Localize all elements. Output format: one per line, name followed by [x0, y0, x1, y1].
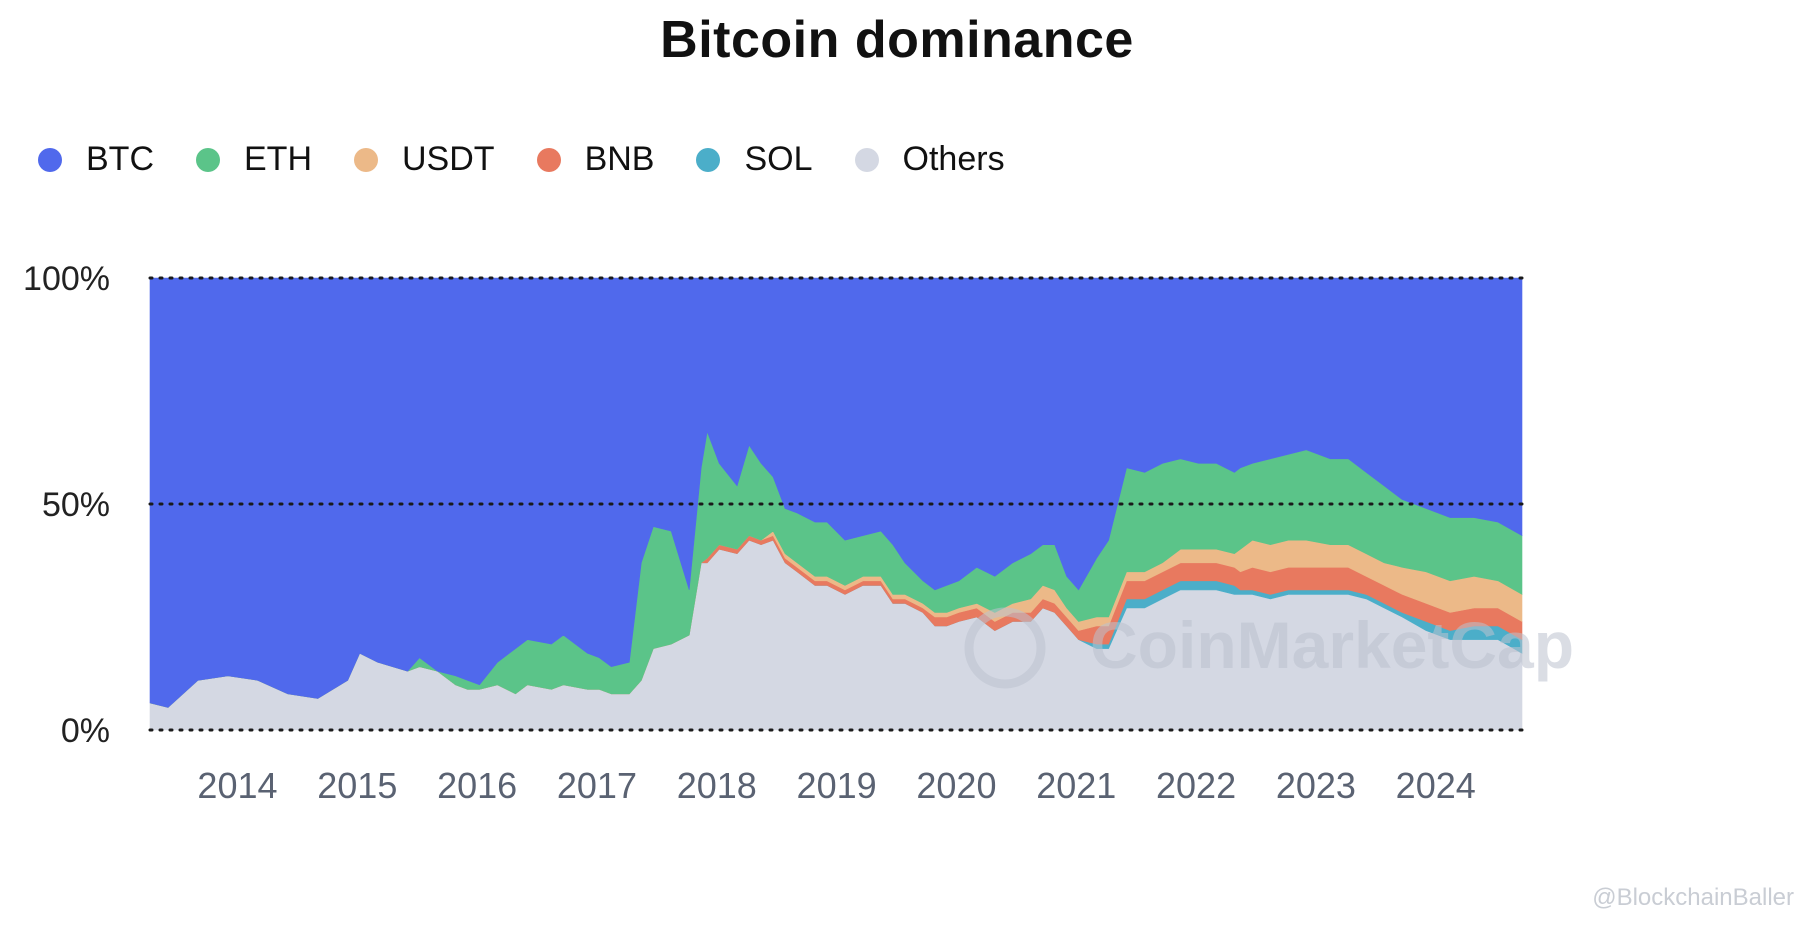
legend-item-usdt[interactable]: USDT — [354, 140, 495, 179]
x-tick-label: 2018 — [677, 765, 757, 806]
credit-watermark: @BlockchainBaller — [1592, 884, 1794, 911]
legend-item-bnb[interactable]: BNB — [536, 140, 655, 179]
legend-label-bnb: BNB — [584, 140, 655, 178]
legend-item-eth[interactable]: ETH — [196, 140, 312, 179]
legend-swatch-usdt — [354, 147, 378, 172]
y-tick-label: 50% — [42, 486, 110, 524]
legend-item-sol[interactable]: SOL — [696, 140, 813, 179]
legend-swatch-eth — [196, 147, 220, 172]
legend-swatch-sol — [696, 147, 721, 172]
x-tick-label: 2022 — [1156, 765, 1236, 806]
y-tick-label: 0% — [61, 712, 110, 750]
legend-label-others: Others — [902, 140, 1005, 178]
x-tick-label: 2017 — [557, 765, 637, 806]
legend-item-btc[interactable]: BTC — [38, 140, 154, 179]
legend-label-sol: SOL — [744, 140, 813, 178]
legend-label-usdt: USDT — [402, 140, 495, 178]
coinmarketcap-watermark: CoinMarketCap — [1090, 608, 1574, 682]
x-tick-label: 2023 — [1276, 765, 1356, 806]
legend-label-btc: BTC — [86, 140, 154, 178]
legend-swatch-bnb — [536, 147, 561, 172]
legend-swatch-btc — [38, 147, 62, 172]
legend-swatch-others — [854, 147, 879, 172]
x-tick-label: 2021 — [1036, 765, 1116, 806]
x-tick-label: 2015 — [317, 765, 397, 806]
x-tick-label: 2019 — [797, 765, 877, 806]
chart-title: Bitcoin dominance — [660, 11, 1134, 69]
legend-label-eth: ETH — [244, 140, 312, 178]
x-tick-label: 2024 — [1396, 765, 1476, 806]
y-tick-label: 100% — [23, 260, 110, 298]
legend-item-others[interactable]: Others — [854, 140, 1005, 179]
coinmarketcap-logo-icon — [964, 607, 1046, 689]
chart-legend: BTC ETH USDT BNB SOL Others — [38, 140, 1047, 179]
x-tick-label: 2014 — [197, 765, 277, 806]
x-tick-label: 2020 — [916, 765, 996, 806]
x-tick-label: 2016 — [437, 765, 517, 806]
